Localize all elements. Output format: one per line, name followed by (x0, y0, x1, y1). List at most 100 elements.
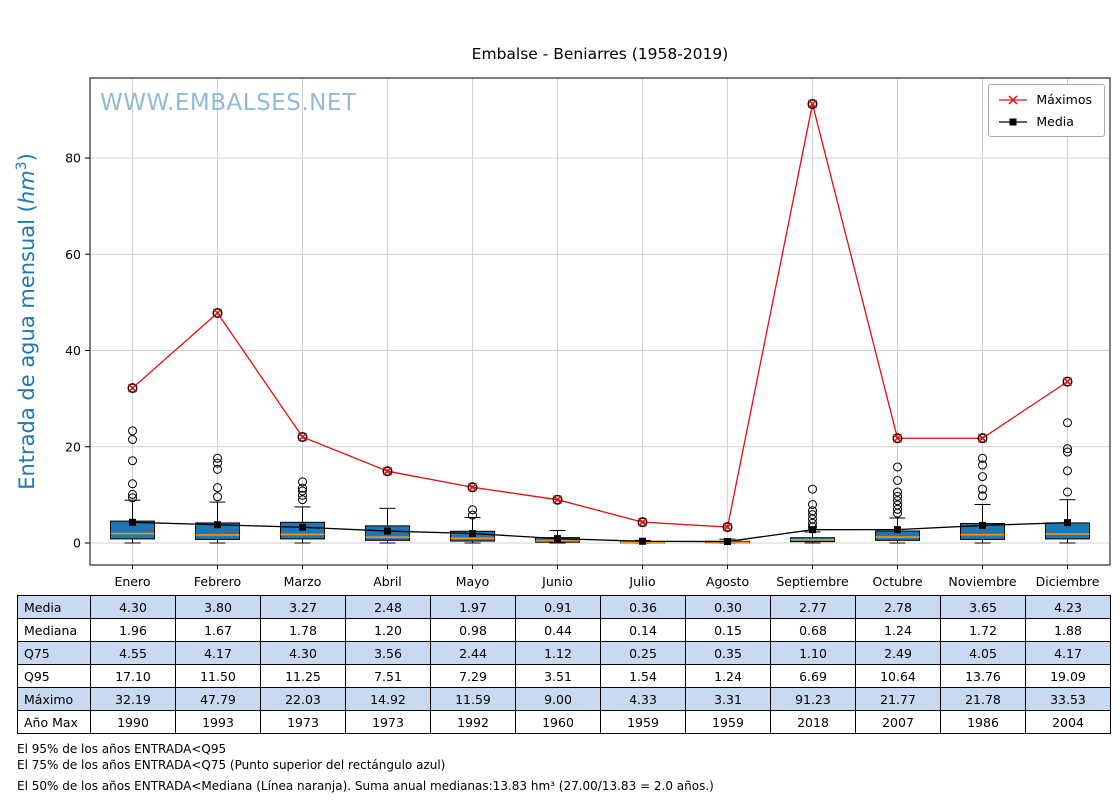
table-cell: 0.91 (515, 595, 601, 619)
table-cell: 1.67 (175, 618, 261, 642)
table-cell: 7.51 (345, 664, 431, 688)
gridlines (90, 78, 1110, 565)
svg-text:Diciembre: Diciembre (1036, 574, 1100, 589)
table-cell: 1973 (260, 710, 346, 734)
svg-text:80: 80 (65, 151, 81, 166)
table-cell: 22.03 (260, 687, 346, 711)
table-cell: 1.54 (600, 664, 686, 688)
table-cell: 19.09 (1025, 664, 1111, 688)
table-cell: 7.29 (430, 664, 516, 688)
row-label: Q95 (17, 664, 91, 688)
table-cell: 33.53 (1025, 687, 1111, 711)
row-label: Mediana (17, 618, 91, 642)
table-cell: 1.24 (685, 664, 771, 688)
stats-table-body: Media 4.30 3.80 3.27 2.48 1.97 0.91 0.36 0.30 2.7… (17, 595, 1111, 734)
boxplot-enero (110, 383, 155, 544)
table-cell: 4.30 (90, 595, 176, 619)
chart-svg: WWW.EMBALSES.NET 0 20 40 60 80 Enero Febrero Mar… (14, 77, 1111, 589)
table-cell: 0.25 (600, 641, 686, 665)
footnotes: El 95% de los años ENTRADA<Q95 El 75% de… (17, 741, 1120, 794)
table-cell: 17.10 (90, 664, 176, 688)
footnote-q95: El 95% de los años ENTRADA<Q95 (17, 742, 227, 756)
table-cell: 2.49 (855, 641, 941, 665)
table-cell: 21.78 (940, 687, 1026, 711)
table-cell: 4.17 (1025, 641, 1111, 665)
table-cell: 2.78 (855, 595, 941, 619)
legend-item-maximos: Máximos (998, 92, 1092, 107)
table-cell: 11.50 (175, 664, 261, 688)
table-cell: 1.88 (1025, 618, 1111, 642)
row-label: Q75 (17, 641, 91, 665)
table-cell: 3.31 (685, 687, 771, 711)
table-cell: 1960 (515, 710, 601, 734)
svg-text:20: 20 (65, 439, 81, 454)
table-row: Máximo 32.19 47.79 22.03 14.92 11.59 9.00 4.33 3… (17, 687, 1111, 711)
table-cell: 1.96 (90, 618, 176, 642)
x-tick-labels: Enero Febrero Marzo Abril Mayo Junio Julio Agos… (114, 565, 1100, 589)
table-cell: 4.05 (940, 641, 1026, 665)
table-cell: 1.97 (430, 595, 516, 619)
legend-label-media: Media (1036, 114, 1074, 129)
table-cell: 4.33 (600, 687, 686, 711)
table-cell: 3.65 (940, 595, 1026, 619)
table-cell: 0.68 (770, 618, 856, 642)
table-cell: 1992 (430, 710, 516, 734)
table-cell: 1990 (90, 710, 176, 734)
table-cell: 1.10 (770, 641, 856, 665)
legend-label-maximos: Máximos (1036, 92, 1092, 107)
footnote-q75: El 75% de los años ENTRADA<Q75 (Punto su… (17, 758, 446, 772)
table-cell: 1.24 (855, 618, 941, 642)
table-cell: 11.25 (260, 664, 346, 688)
table-cell: 2.44 (430, 641, 516, 665)
table-cell: 1.72 (940, 618, 1026, 642)
table-cell: 3.80 (175, 595, 261, 619)
table-row: Media 4.30 3.80 3.27 2.48 1.97 0.91 0.36 0.30 2.7… (17, 595, 1111, 619)
row-label: Máximo (17, 687, 91, 711)
table-cell: 10.64 (855, 664, 941, 688)
table-cell: 21.77 (855, 687, 941, 711)
footnote-mediana: El 50% de los años ENTRADA<Mediana (Líne… (17, 779, 714, 793)
table-cell: 1993 (175, 710, 261, 734)
svg-text:Noviembre: Noviembre (948, 574, 1017, 589)
plot-frame (89, 77, 1111, 566)
table-cell: 4.17 (175, 641, 261, 665)
table-cell: 91.23 (770, 687, 856, 711)
row-label: Año Max (17, 710, 91, 734)
svg-text:Junio: Junio (541, 574, 573, 589)
table-cell: 4.23 (1025, 595, 1111, 619)
table-cell: 1959 (600, 710, 686, 734)
stats-table: Media 4.30 3.80 3.27 2.48 1.97 0.91 0.36 0.30 2.7… (17, 595, 1111, 734)
media-line (129, 518, 1071, 546)
legend-item-media: Media (998, 114, 1092, 129)
table-cell: 0.36 (600, 595, 686, 619)
table-cell: 0.44 (515, 618, 601, 642)
table-cell: 3.51 (515, 664, 601, 688)
svg-text:Octubre: Octubre (872, 574, 922, 589)
table-cell: 13.76 (940, 664, 1026, 688)
svg-text:Agosto: Agosto (706, 574, 749, 589)
table-cell: 11.59 (430, 687, 516, 711)
table-cell: 3.27 (260, 595, 346, 619)
table-cell: 0.30 (685, 595, 771, 619)
table-cell: 1.12 (515, 641, 601, 665)
table-cell: 32.19 (90, 687, 176, 711)
table-row: Año Max 1990 1993 1973 1973 1992 1960 1959 1959 2… (17, 710, 1111, 734)
media-marker-icon (999, 118, 1028, 125)
table-cell: 1973 (345, 710, 431, 734)
table-cell: 2.48 (345, 595, 431, 619)
table-cell: 9.00 (515, 687, 601, 711)
legend: Máximos Media (988, 84, 1105, 137)
table-row: Q95 17.10 11.50 11.25 7.51 7.29 3.51 1.54 1.24 6.… (17, 664, 1111, 688)
y-tick-labels: 0 20 40 60 80 (65, 151, 90, 551)
svg-text:Enero: Enero (114, 574, 150, 589)
table-cell: 14.92 (345, 687, 431, 711)
maximos-marker-icon (999, 94, 1028, 105)
table-cell: 0.98 (430, 618, 516, 642)
table-cell: 2.77 (770, 595, 856, 619)
boxplot-octubre (875, 433, 920, 544)
svg-text:Febrero: Febrero (194, 574, 241, 589)
table-row: Q75 4.55 4.17 4.30 3.56 2.44 1.12 0.25 0.35 1.10 2… (17, 641, 1111, 665)
table-cell: 0.14 (600, 618, 686, 642)
row-label: Media (17, 595, 91, 619)
